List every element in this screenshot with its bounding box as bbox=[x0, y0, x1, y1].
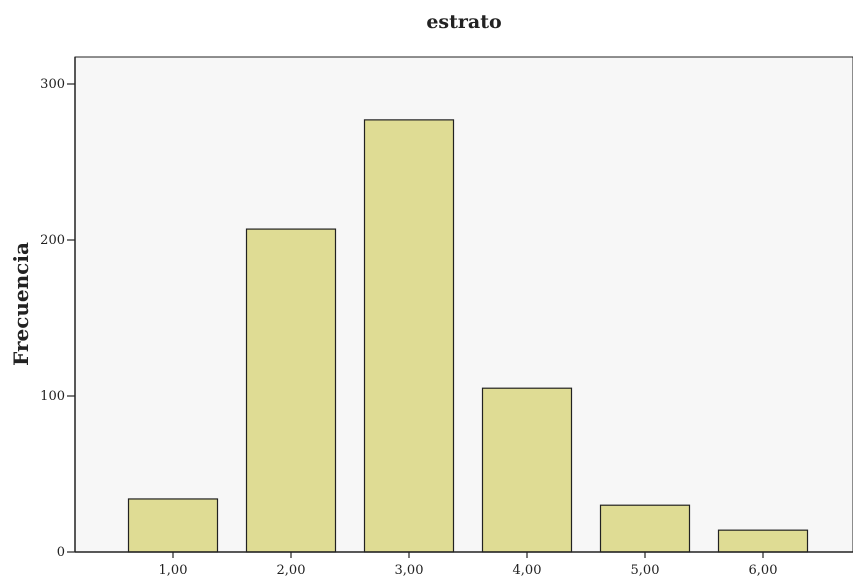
x-axis: 1,00 2,00 3,00 4,00 5,00 6,00 bbox=[75, 551, 853, 578]
bars-layer bbox=[127, 119, 809, 553]
x-tick-label: 2,00 bbox=[277, 563, 306, 578]
x-tick-label: 4,00 bbox=[513, 563, 542, 578]
y-tick-label: 0 bbox=[57, 545, 65, 560]
x-tick-label: 3,00 bbox=[395, 563, 424, 578]
plot-area bbox=[74, 56, 853, 553]
bar-4,00 bbox=[481, 387, 573, 553]
y-tick-label: 300 bbox=[40, 77, 65, 92]
x-tick-label: 5,00 bbox=[631, 563, 660, 578]
bar-3,00 bbox=[363, 119, 455, 553]
y-axis: 0 100 200 300 bbox=[40, 57, 76, 560]
bar-2,00 bbox=[245, 228, 337, 553]
x-tick-label: 1,00 bbox=[159, 563, 188, 578]
x-tick-label: 6,00 bbox=[749, 563, 778, 578]
bar-6,00 bbox=[717, 529, 809, 553]
bar-1,00 bbox=[127, 498, 219, 553]
y-tick-label: 100 bbox=[40, 389, 65, 404]
y-tick-label: 200 bbox=[40, 233, 65, 248]
y-axis-title: Frecuencia bbox=[9, 242, 33, 366]
chart-title: estrato bbox=[426, 11, 501, 33]
bar-5,00 bbox=[599, 504, 691, 553]
